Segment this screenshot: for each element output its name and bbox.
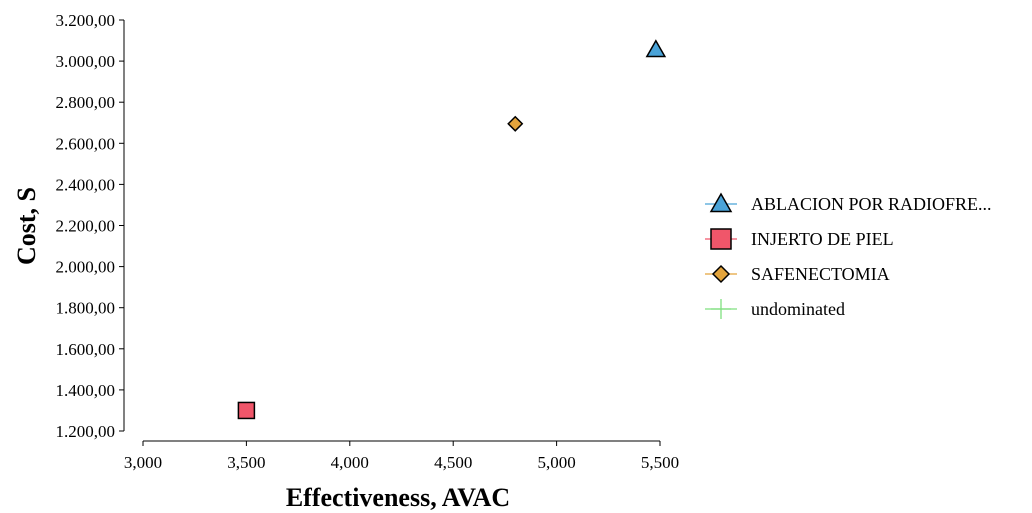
y-axis-title: Cost, S [12,187,41,265]
y-tick-label: 2.200,00 [56,217,116,236]
legend-item-undominated: undominated [705,299,845,319]
legend-item-injerto-de-piel: INJERTO DE PIEL [705,228,894,250]
legend-label: SAFENECTOMIA [751,264,890,284]
y-tick-label: 3.200,00 [56,11,116,30]
legend-marker [709,192,733,213]
y-tick-label: 1.600,00 [56,340,116,359]
y-tick-label: 2.600,00 [56,134,116,153]
y-tick-label: 2.000,00 [56,258,116,277]
axes [123,20,660,442]
legend-item-ablacion-por-radiofre: ABLACION POR RADIOFRE... [705,192,992,214]
y-tick-label: 2.800,00 [56,93,116,112]
data-points [237,39,667,420]
data-point-safenectomia [507,115,524,132]
legend: ABLACION POR RADIOFRE... INJERTO DE PIEL S… [705,192,992,319]
x-tick-label: 4,500 [434,453,472,472]
x-tick-label: 5,000 [537,453,575,472]
x-axis-title: Effectiveness, AVAC [286,483,510,512]
x-tick-label: 3,000 [124,453,162,472]
y-tick-label: 1.400,00 [56,381,116,400]
y-ticks: 1.200,00 1.400,00 1.600,00 1.800,00 2.000,00… [56,11,124,441]
legend-label: undominated [751,299,845,319]
x-ticks: 3,000 3,500 4,000 4,500 5,000 5,500 [124,441,679,472]
legend-marker [711,264,731,284]
legend-marker [710,228,732,250]
y-tick-label: 1.200,00 [56,422,116,441]
y-tick-label: 3.000,00 [56,52,116,71]
legend-label: ABLACION POR RADIOFRE... [751,194,992,214]
y-tick-label: 1.800,00 [56,299,116,318]
data-point-injerto-de-piel [237,401,256,420]
legend-label: INJERTO DE PIEL [751,229,894,249]
y-tick-label: 2.400,00 [56,175,116,194]
x-tick-label: 4,000 [331,453,369,472]
x-tick-label: 5,500 [641,453,679,472]
legend-item-safenectomia: SAFENECTOMIA [705,264,890,284]
x-tick-label: 3,500 [227,453,265,472]
data-point-ablacion-por-radiofre [645,39,667,58]
